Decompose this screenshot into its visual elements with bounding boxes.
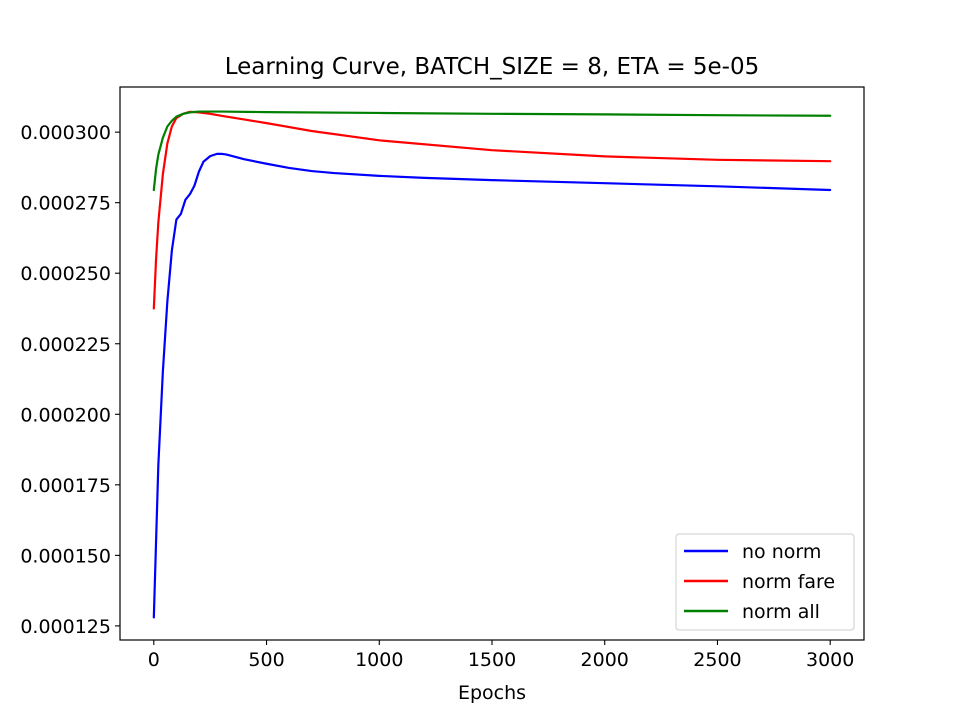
- series-line-norm-fare: [152, 110, 832, 310]
- legend-label: norm fare: [742, 571, 835, 593]
- y-tick-label: 0.000175: [20, 475, 111, 497]
- x-tick-label: 500: [248, 649, 284, 671]
- x-axis-label: Epochs: [458, 682, 526, 704]
- y-tick-label: 0.000150: [20, 545, 111, 567]
- x-tick-label: 0: [148, 649, 160, 671]
- legend-label: norm all: [742, 601, 820, 623]
- y-tick-label: 0.000275: [20, 193, 111, 215]
- axes-layer: 0 500 1000 1500 2000 2500 3000 0.000125 0.000150…: [20, 86, 865, 671]
- series-line-norm-all: [152, 110, 832, 192]
- x-tick-label: 1000: [355, 649, 403, 671]
- y-tick-label: 0.000225: [20, 334, 111, 356]
- y-tick-label: 0.000125: [20, 616, 111, 638]
- x-tick-label: 2500: [693, 649, 741, 671]
- legend-label: no norm: [742, 541, 821, 563]
- x-tick-label: 1500: [468, 649, 516, 671]
- x-tick-label: 3000: [806, 649, 854, 671]
- y-tick-label: 0.000200: [20, 404, 111, 426]
- legend-box: [675, 533, 855, 631]
- chart-title: Learning Curve, BATCH_SIZE = 8, ETA = 5e…: [225, 54, 760, 80]
- y-tick-label: 0.000250: [20, 263, 111, 285]
- chart-legend: no norm norm fare norm all: [675, 533, 855, 631]
- series-line-no-norm: [152, 152, 832, 619]
- x-tick-label: 2000: [581, 649, 629, 671]
- series-layer: [152, 110, 832, 619]
- y-tick-label: 0.000300: [20, 122, 111, 144]
